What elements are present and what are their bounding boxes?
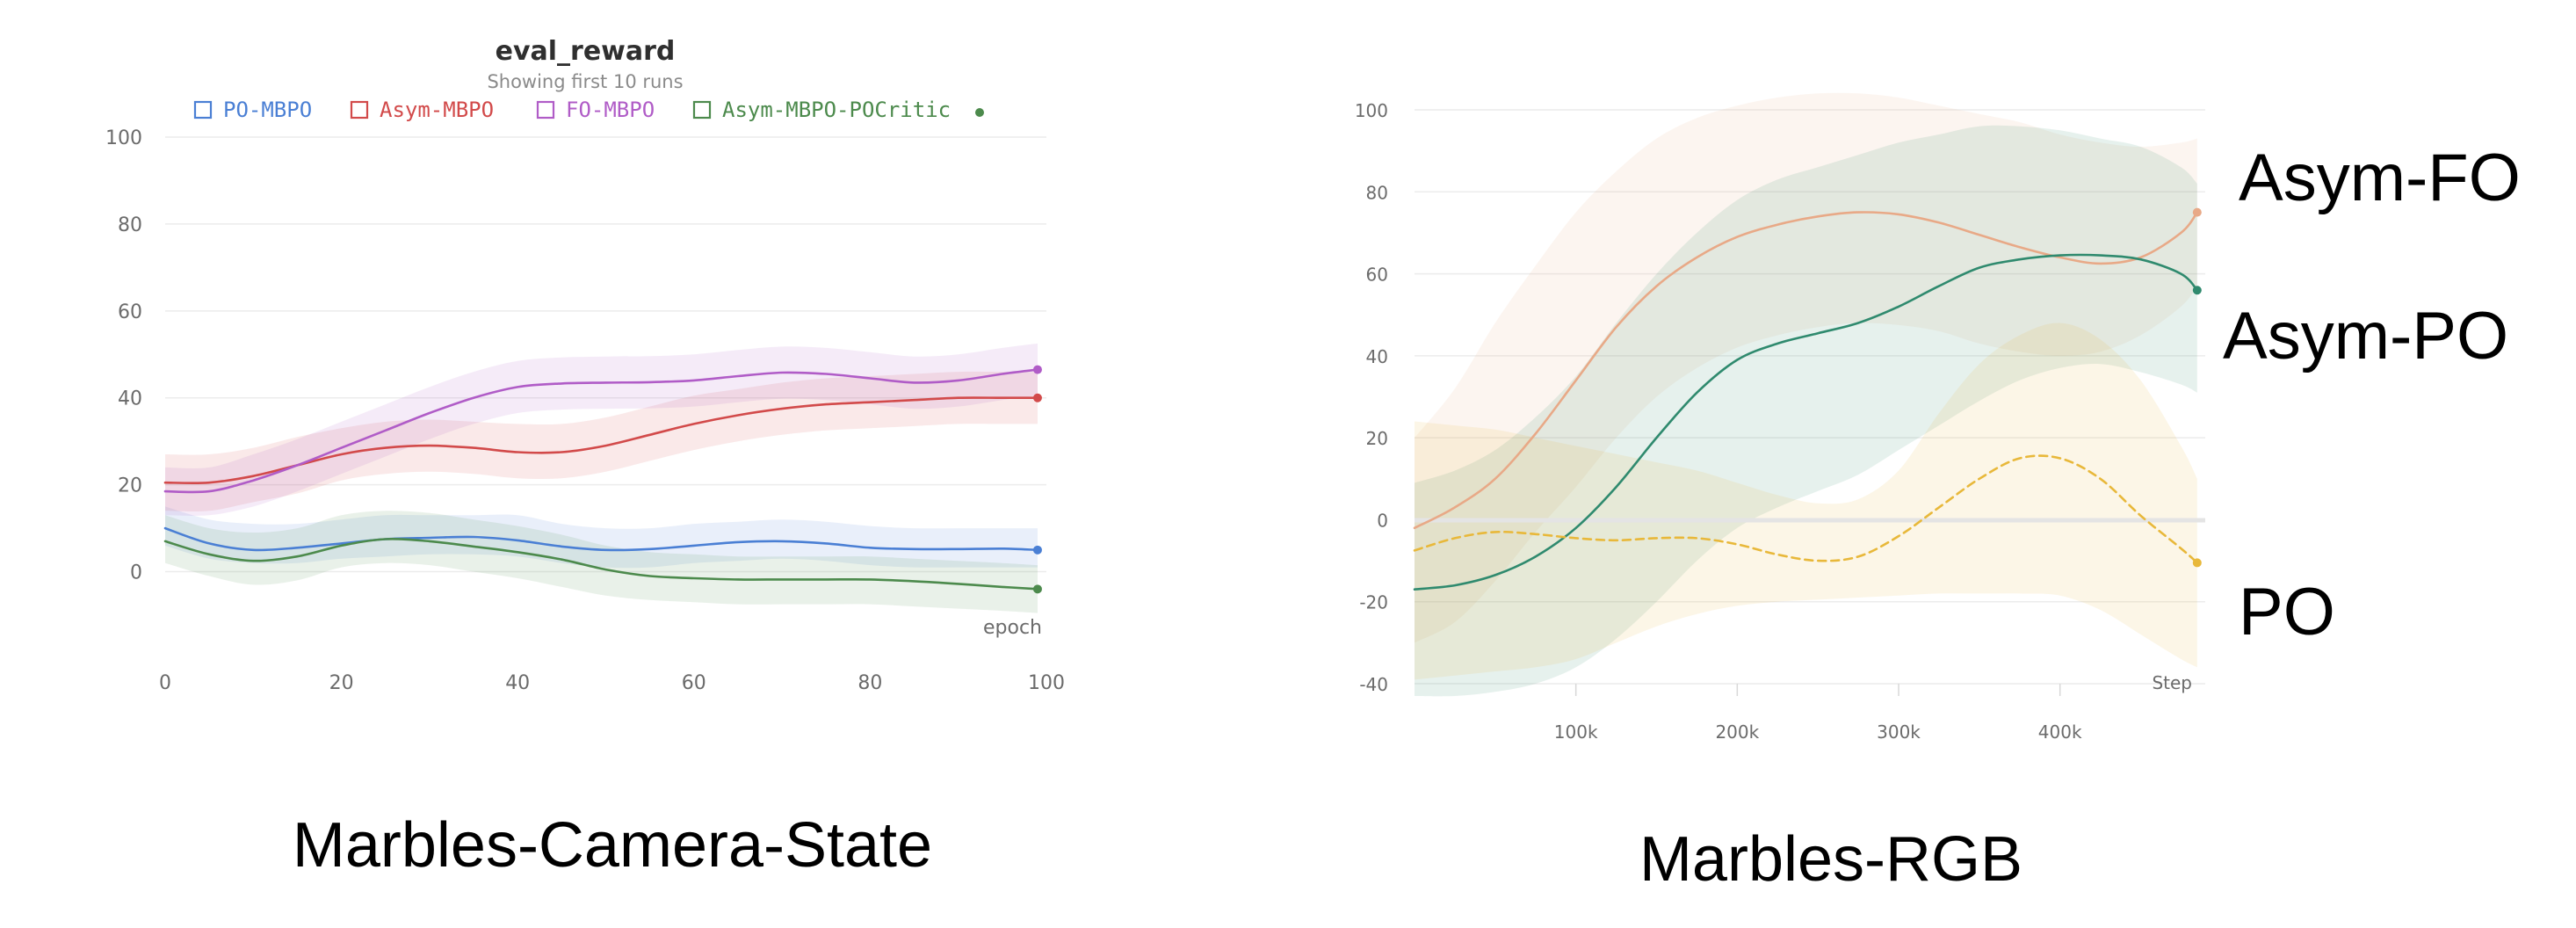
- y-tick-label: 20: [1366, 428, 1388, 449]
- x-tick-label: 40: [505, 672, 530, 694]
- y-tick-label: 40: [1366, 346, 1388, 367]
- x-tick-label: 100: [1028, 672, 1065, 694]
- endpoint-asym-mbpo-pocritic: [1032, 584, 1042, 594]
- band-asym-fo: [1415, 92, 2197, 643]
- right-chart: -40 -20 0 20 40 60 80 100 100k 200k 300k 400k Step…: [1355, 92, 2521, 895]
- line-po-mbpo: [163, 526, 1039, 552]
- endpoint-fo-mbpo: [1032, 365, 1042, 374]
- legend-swatch: [350, 100, 369, 120]
- y-tick-label: 80: [118, 214, 142, 236]
- x-tick-label: 300k: [1877, 721, 1921, 743]
- legend-item-asym-mbpo[interactable]: Asym-MBPO: [350, 98, 494, 122]
- y-tick-label: 20: [118, 475, 142, 497]
- legend-label: Asym-MBPO: [380, 98, 494, 122]
- right-y-ticks: -40 -20 0 20 40 60 80 100: [1355, 100, 1388, 695]
- x-tick-label: 200k: [1715, 721, 1759, 743]
- band-asym-mbpo: [165, 371, 1038, 512]
- legend-swatch: [193, 100, 213, 120]
- x-tick-label: 100k: [1554, 721, 1598, 743]
- y-tick-label: 0: [1377, 510, 1388, 531]
- line-asym-mbpo-pocritic: [163, 537, 1039, 591]
- endpoint-asym-fo: [2192, 207, 2202, 217]
- legend-item-asym-mbpo-pocritic[interactable]: Asym-MBPO-POCritic: [692, 98, 951, 122]
- left-x-ticks: 0 20 40 60 80 100: [159, 672, 1065, 694]
- left-legend: PO-MBPO Asym-MBPO FO-MBPO Asym-MBPO-POCriti…: [193, 98, 951, 122]
- right-x-ticks: 100k 200k 300k 400k: [1554, 721, 2082, 743]
- y-tick-label: -20: [1359, 592, 1388, 613]
- series-label-asym-fo: Asym-FO: [2239, 141, 2521, 215]
- left-chart-title: eval_reward: [496, 36, 676, 67]
- x-tick-label: 20: [329, 672, 354, 694]
- right-lines: [1413, 207, 2202, 591]
- line-po: [1413, 454, 2199, 564]
- line-fo-mbpo: [163, 368, 1039, 494]
- y-tick-label: 80: [1366, 182, 1388, 203]
- band-asym-po: [1415, 125, 2197, 697]
- endpoint-asym-po: [2192, 286, 2202, 295]
- left-grid: [165, 136, 1046, 573]
- y-tick-label: 60: [1366, 265, 1388, 286]
- line-asym-mbpo: [163, 396, 1039, 485]
- line-asym-fo: [1413, 211, 2199, 530]
- x-tick-label: 0: [159, 672, 171, 694]
- x-tick-label: 60: [682, 672, 706, 694]
- series-label-po: PO: [2239, 575, 2335, 649]
- series-label-asym-po: Asym-PO: [2223, 299, 2508, 373]
- legend-item-po-mbpo[interactable]: PO-MBPO: [193, 98, 312, 122]
- left-chart-caption: Marbles-Camera-State: [293, 810, 932, 881]
- left-chart-subtitle: Showing first 10 runs: [487, 71, 683, 92]
- left-bands: [165, 343, 1038, 613]
- right-chart-caption: Marbles-RGB: [1639, 824, 2022, 895]
- legend-label: FO-MBPO: [566, 98, 655, 122]
- y-tick-label: 40: [118, 388, 142, 410]
- y-tick-label: 60: [118, 301, 142, 323]
- x-tick-label: 80: [857, 672, 882, 694]
- left-lines: [163, 365, 1042, 594]
- x-tick-label: 400k: [2038, 721, 2082, 743]
- legend-label: PO-MBPO: [223, 98, 312, 122]
- legend-swatch: [692, 100, 712, 120]
- left-y-ticks: 0 20 40 60 80 100: [105, 127, 142, 584]
- legend-label: Asym-MBPO-POCritic: [722, 98, 951, 122]
- band-po-mbpo: [165, 506, 1038, 569]
- left-chart: eval_reward Showing first 10 runs PO-MBP…: [105, 36, 1065, 881]
- endpoint-po: [2192, 558, 2202, 568]
- legend-item-fo-mbpo[interactable]: FO-MBPO: [536, 98, 655, 122]
- right-bands: [1415, 92, 2197, 697]
- legend-swatch: [536, 100, 555, 120]
- right-x-axis-label: Step: [2152, 672, 2192, 693]
- line-asym-po: [1413, 253, 2199, 591]
- endpoint-po-mbpo: [1032, 545, 1042, 555]
- band-asym-mbpo-pocritic: [165, 511, 1038, 613]
- legend-more-dot: [975, 108, 984, 117]
- y-tick-label: -40: [1359, 674, 1388, 695]
- y-tick-label: 100: [1355, 100, 1388, 121]
- endpoint-asym-mbpo: [1032, 393, 1042, 402]
- band-po: [1415, 323, 2197, 680]
- y-tick-label: 100: [105, 127, 142, 149]
- y-tick-label: 0: [130, 562, 142, 584]
- band-fo-mbpo: [165, 343, 1038, 517]
- left-x-axis-label: epoch: [983, 617, 1042, 639]
